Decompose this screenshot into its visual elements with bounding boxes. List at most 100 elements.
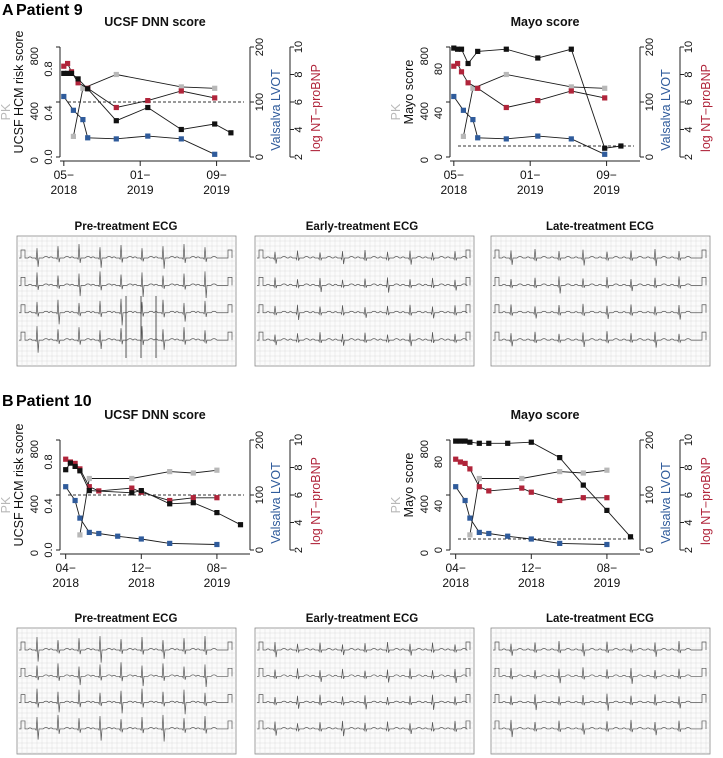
score-point	[129, 490, 135, 496]
ecg-trace	[19, 243, 233, 269]
score-point	[475, 48, 481, 54]
pk-tick-label: 0	[419, 550, 431, 556]
chart-title: UCSF DNN score	[104, 408, 205, 422]
lvot-point	[86, 529, 92, 535]
score-axis-label: UCSF HCM risk score	[12, 423, 26, 546]
ntprobnp-point	[535, 98, 541, 104]
ntprobnp-point	[503, 104, 509, 111]
score-point	[75, 76, 81, 82]
lvot-axis-label: Valsalva LVOT	[659, 462, 673, 544]
ecg-trace	[19, 714, 233, 742]
lvot-point	[453, 484, 459, 490]
ntprobnp-point	[580, 495, 586, 501]
x-tick-label: 2018	[440, 183, 467, 197]
score-point	[178, 126, 184, 133]
ntprobnp-point	[604, 495, 610, 501]
lvot-point	[535, 133, 541, 139]
ntprobnp-point	[72, 460, 78, 466]
lvot-point	[85, 135, 91, 141]
score-point	[85, 86, 91, 92]
ntprobnp-point	[61, 63, 67, 69]
pk-point	[178, 84, 184, 90]
score-tick-label: 0.4	[43, 498, 55, 513]
lvot-point	[212, 151, 218, 157]
bnp-tick-label: 10	[293, 41, 305, 53]
x-tick-label: 2019	[127, 183, 154, 197]
score-point	[568, 46, 574, 52]
ecg-trace	[493, 693, 707, 711]
ecg-trace	[493, 640, 707, 657]
bnp-axis-label: log NT−proBNP	[309, 457, 323, 545]
score-point	[505, 440, 511, 446]
score-axis-label: Mayo score	[402, 453, 416, 518]
lvot-point	[557, 540, 563, 546]
x-tick-label: 04−	[445, 561, 465, 575]
pk-point	[467, 532, 473, 538]
score-point	[72, 463, 78, 469]
bnp-tick-label: 8	[683, 71, 695, 77]
score-point	[455, 46, 461, 52]
lvot-point	[568, 136, 574, 142]
score-axis-label: Mayo score	[402, 60, 416, 125]
ntprobnp-series-line	[63, 62, 215, 108]
ecg-title: Late-treatment ECG	[546, 221, 654, 233]
lvot-point	[178, 136, 184, 142]
pk-point	[580, 470, 586, 476]
x-tick-label: 2018	[50, 183, 77, 197]
panel-letter: B	[2, 393, 14, 410]
ecg-trace	[257, 641, 471, 658]
pk-series-line	[79, 469, 217, 535]
pk-tick-label: 400	[29, 102, 41, 120]
score-point	[618, 143, 624, 149]
score-point	[604, 507, 610, 513]
bnp-tick-label: 2	[293, 547, 305, 553]
ntprobnp-point	[451, 63, 457, 69]
pk-tick-label: 400	[419, 102, 431, 120]
x-tick-label: 2018	[518, 576, 545, 590]
lvot-tick-label: 100	[644, 486, 656, 504]
score-point	[63, 467, 69, 473]
ecg-strip-early-treatment	[254, 627, 475, 755]
lvot-point	[138, 536, 144, 542]
ntprobnp-point	[63, 456, 69, 462]
lvot-point	[476, 529, 482, 535]
score-tick-label: 0	[433, 154, 445, 160]
bnp-tick-label: 2	[683, 547, 695, 553]
x-tick-label: 2018	[442, 576, 469, 590]
lvot-series-line	[63, 96, 215, 155]
score-point	[602, 145, 608, 151]
bnp-tick-label: 10	[683, 41, 695, 53]
score-point	[535, 55, 541, 61]
chart-title: Mayo score	[511, 15, 580, 29]
ecg-title: Early-treatment ECG	[306, 221, 419, 233]
x-tick-label: 09−	[596, 168, 616, 182]
bnp-tick-label: 2	[293, 154, 305, 160]
lvot-point	[145, 133, 151, 139]
ntprobnp-point	[129, 485, 135, 491]
lvot-point	[486, 530, 492, 537]
score-point	[67, 460, 73, 466]
pk-tick-label: 800	[419, 440, 431, 458]
ecg-strip-early-treatment	[254, 235, 475, 367]
score-point	[465, 60, 471, 67]
pk-axis-label: PK	[0, 103, 13, 120]
ecg-frame	[16, 627, 237, 755]
pk-tick-label: 0	[29, 550, 41, 556]
ntprobnp-point	[486, 488, 492, 494]
score-point	[145, 104, 151, 111]
ecg-frame	[490, 627, 711, 755]
ntprobnp-point	[86, 484, 92, 490]
ntprobnp-series-line	[453, 62, 605, 108]
bnp-tick-label: 8	[683, 464, 695, 470]
x-tick-label: 2019	[203, 183, 230, 197]
ecg-trace	[19, 298, 233, 326]
ecg-trace	[493, 667, 707, 684]
lvot-point	[604, 541, 610, 548]
score-point	[68, 70, 75, 76]
ntprobnp-point	[455, 60, 461, 67]
score-point	[77, 468, 83, 474]
ecg-trace	[257, 720, 471, 737]
score-point	[476, 440, 482, 446]
score-tick-label: 0.0	[43, 149, 55, 164]
